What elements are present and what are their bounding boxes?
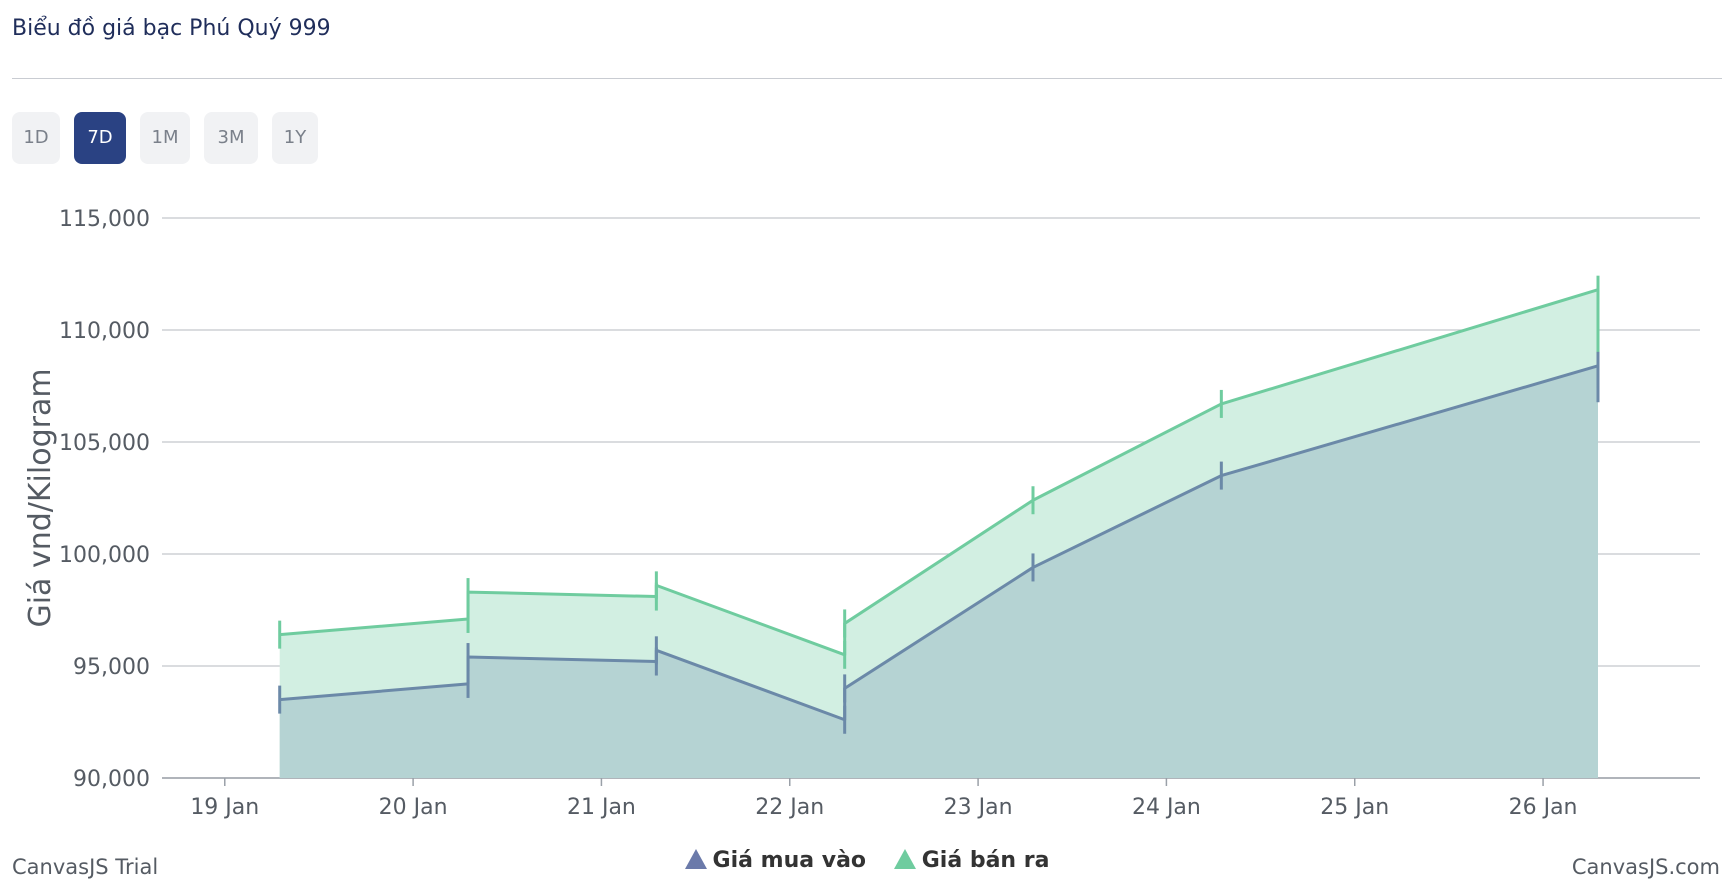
y-tick-label: 105,000: [59, 431, 150, 456]
y-tick-label: 90,000: [73, 767, 150, 792]
x-tick-label: 20 Jan: [379, 795, 448, 820]
range-button-3m[interactable]: 3M: [204, 112, 258, 164]
x-tick-label: 22 Jan: [755, 795, 824, 820]
range-button-1m[interactable]: 1M: [140, 112, 190, 164]
legend-triangle-icon: [684, 849, 707, 869]
x-tick-label: 25 Jan: [1320, 795, 1389, 820]
range-button-1d[interactable]: 1D: [12, 112, 60, 164]
x-tick-label: 23 Jan: [944, 795, 1013, 820]
x-tick-label: 26 Jan: [1509, 795, 1578, 820]
legend-label-sell: Giá bán ra: [921, 848, 1050, 873]
range-button-1y[interactable]: 1Y: [272, 112, 318, 164]
range-button-7d[interactable]: 7D: [74, 112, 126, 164]
price-chart: 90,000 95,000 100,000 105,000 110,000 115,000…: [23, 207, 1700, 820]
page-title: Biểu đồ giá bạc Phú Quý 999: [12, 16, 331, 41]
y-tick-label: 115,000: [59, 207, 150, 232]
y-tick-label: 110,000: [59, 319, 150, 344]
x-tick-label: 21 Jan: [567, 795, 636, 820]
chart-legend: Giá mua vào Giá bán ra: [0, 848, 1734, 873]
header-divider: [12, 78, 1722, 79]
canvasjs-link[interactable]: CanvasJS.com: [1571, 855, 1720, 879]
series-area-buy: [279, 365, 1598, 778]
legend-label-buy: Giá mua vào: [712, 848, 867, 873]
x-tick-label: 24 Jan: [1132, 795, 1201, 820]
y-tick-label: 100,000: [59, 543, 150, 568]
canvasjs-trial-label: CanvasJS Trial: [12, 855, 159, 879]
legend-item-sell[interactable]: Giá bán ra: [893, 848, 1050, 873]
y-tick-label: 95,000: [73, 655, 150, 680]
legend-triangle-icon: [893, 849, 916, 869]
legend-item-buy[interactable]: Giá mua vào: [684, 848, 867, 873]
x-tick-label: 19 Jan: [190, 795, 259, 820]
y-axis-title: Giá vnd/Kilogram: [23, 368, 58, 627]
